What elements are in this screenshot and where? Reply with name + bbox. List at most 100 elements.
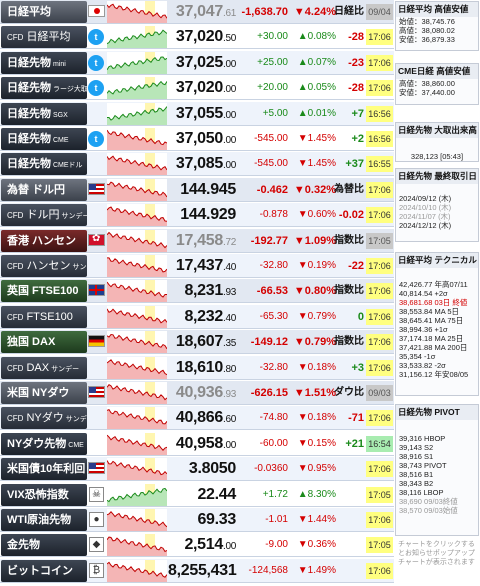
ticker-name-button[interactable]: NYダウ先物 CME (1, 432, 87, 455)
ticker-name-button[interactable]: CFD FTSE100 (1, 305, 87, 328)
ticker-name-button[interactable]: 日経先物 SGX (1, 102, 87, 125)
ticker-name-button[interactable]: VIX恐怖指数 (1, 483, 87, 506)
ticker-row[interactable]: 日経先物 mini t 37,025.00 +25.00 ▲0.07% -23 17:06 (0, 50, 394, 75)
ticker-label: 日経先物 (7, 158, 51, 171)
sparkline-chart[interactable] (107, 128, 167, 150)
cme-high: 高値：38,860.00 (399, 79, 455, 88)
sparkline-chart[interactable] (107, 26, 167, 49)
sparkline-chart[interactable] (107, 280, 167, 303)
sparkline-chart[interactable] (107, 77, 167, 100)
ticker-name-button[interactable]: 金先物 (1, 534, 87, 557)
sparkline-chart[interactable] (107, 51, 167, 74)
ticker-row[interactable]: CFD DAX サンデー 18,610.80 -32.80 ▼0.18% +3 17:06 (0, 355, 394, 380)
update-time: 09/03 (366, 385, 393, 401)
vix-icon: ☠ (89, 486, 104, 502)
sparkline-chart[interactable] (107, 255, 167, 277)
sparkline-chart[interactable] (107, 204, 167, 227)
sparkline-chart[interactable] (107, 534, 167, 557)
ticker-name-button[interactable]: 日経平均 (1, 1, 87, 23)
ticker-name-button[interactable]: CFDNYダウサンデー (1, 407, 87, 430)
price-main: 40,866 (175, 409, 223, 427)
price-decimal: .80 (222, 363, 236, 375)
ticker-suffix: ラージ大取 (53, 86, 87, 94)
ticker-label: 日経先物 (7, 133, 51, 145)
ticker-row[interactable]: CFD 日経平均 t 37,020.50 +30.00 ▲0.08% -28 17:06 (0, 25, 394, 50)
twitter-icon[interactable]: t (88, 54, 104, 71)
ticker-name-button[interactable]: WTI原油先物 (1, 509, 87, 531)
ticker-name-button[interactable]: 香港 ハンセン (1, 229, 87, 252)
ticker-name-button[interactable]: 日経先物 ラージ大取 (1, 77, 87, 100)
change-value: -0.462 (256, 183, 288, 196)
twitter-icon[interactable]: t (88, 131, 104, 147)
pivot-line: 39,143 S2 (399, 443, 434, 452)
oil-drop-icon: ● (89, 512, 104, 527)
twitter-icon[interactable]: t (88, 29, 104, 46)
sparkline-chart[interactable] (107, 178, 167, 201)
ticker-row[interactable]: 英国 FTSE100 8,231.93 -66.53 ▼0.80% 指数比 17:06 (0, 279, 394, 304)
sparkline-chart[interactable] (107, 509, 167, 531)
ticker-row[interactable]: 為替 ドル円 144.945 -0.462 ▼0.32% 為替比 17:06 (0, 177, 394, 202)
price-value: 17,437.40 (168, 256, 236, 278)
ticker-row[interactable]: 米国 NYダウ 40,936.93 -626.15 ▼1.51% ダウ比 09/03 (0, 381, 394, 405)
change-percent: ▼0.18% (297, 361, 336, 373)
sparkline-chart[interactable] (107, 382, 167, 404)
ticker-row[interactable]: 日経先物 CME t 37,050.00 -545.00 ▼1.45% +2 16:56 (0, 127, 394, 151)
ticker-suffix: SGX (53, 111, 68, 119)
sparkline-chart[interactable] (107, 356, 167, 379)
pivot-line: 39,316 HBOP (399, 434, 446, 443)
spread-value: -0.02 (338, 209, 364, 222)
ticker-row[interactable]: 日経平均 37,047.61 -1,638.70 ▼4.24% 日経比 09/04 (0, 0, 394, 24)
ticker-row[interactable]: ビットコイン ₿ 8,255,431 -124,568 ▼1.49% 17:06 (0, 558, 394, 583)
ticker-label: 米国債10年利回り (7, 463, 87, 476)
ticker-row[interactable]: CFD FTSE100 8,232.40 -65.30 ▼0.79% 0 17:06 (0, 304, 394, 329)
ticker-name-button[interactable]: 独国 DAX (1, 331, 87, 354)
sparkline-chart[interactable] (107, 458, 167, 481)
spread-value: -22 (348, 260, 364, 272)
ticker-name-button[interactable]: CFD DAX サンデー (1, 356, 87, 379)
ticker-name-button[interactable]: CFDハンセンサンデー (1, 255, 87, 277)
ticker-name-button[interactable]: 日経先物 CMEドル (1, 153, 87, 176)
sparkline-chart[interactable] (107, 331, 167, 354)
ticker-row[interactable]: WTI原油先物 ● 69.33 -1.01 ▼1.44% 17:06 (0, 508, 394, 532)
ticker-row[interactable]: 独国 DAX 18,607.35 -149.12 ▼0.79% 指数比 17:06 (0, 330, 394, 355)
ticker-name-button[interactable]: 為替 ドル円 (1, 178, 87, 201)
price-value: 3.8050 (168, 459, 236, 479)
sparkline-chart[interactable] (107, 559, 167, 582)
ticker-name-button[interactable]: ビットコイン (1, 559, 87, 582)
ticker-name-button[interactable]: 米国債10年利回り (1, 458, 87, 481)
price-decimal: .50 (222, 33, 236, 45)
ticker-row[interactable]: CFD ドル円 サンデー 144.929 -0.878 ▼0.60% -0.02 17:06 (0, 203, 394, 228)
price-decimal: .00 (222, 135, 236, 146)
sparkline-chart[interactable] (107, 432, 167, 455)
twitter-icon[interactable]: t (88, 80, 104, 97)
ticker-name-button[interactable]: 日経先物 mini (1, 51, 87, 74)
price-main: 8,231 (184, 282, 223, 300)
ticker-row[interactable]: 日経先物 ラージ大取 t 37,020.00 +20.00 ▲0.05% -28 17:06 (0, 76, 394, 101)
ticker-name-button[interactable]: 米国 NYダウ (1, 382, 87, 404)
sparkline-chart[interactable] (107, 483, 167, 506)
ticker-row[interactable]: 金先物 ◆ 2,514.00 -9.00 ▼0.36% 17:05 (0, 533, 394, 558)
ticker-row[interactable]: 米国債10年利回り 3.8050 -0.0360 ▼0.95% 17:06 (0, 457, 394, 482)
ticker-label: 日経先物 (7, 82, 51, 95)
ticker-name-button[interactable]: 日経先物 CME (1, 128, 87, 150)
ticker-name-button[interactable]: CFD 日経平均 (1, 26, 87, 49)
ticker-row[interactable]: 日経先物 CMEドル 37,085.00 -545.00 ▼1.45% +37 16:55 (0, 152, 394, 177)
price-main: 18,610 (175, 358, 223, 376)
ticker-label: 英国 FTSE100 (7, 285, 79, 298)
ticker-row[interactable]: NYダウ先物 CME 40,958.00 -60.00 ▼0.15% +21 16:54 (0, 431, 394, 456)
ticker-name-button[interactable]: CFD ドル円 サンデー (1, 204, 87, 227)
sparkline-chart[interactable] (107, 229, 167, 252)
sparkline-chart[interactable] (107, 153, 167, 176)
ticker-row[interactable]: VIX恐怖指数 ☠ 22.44 +1.72 ▲8.30% 17:05 (0, 482, 394, 507)
price-main: 144.945 (180, 180, 236, 198)
sparkline-chart[interactable] (107, 305, 167, 328)
change-value: -0.0360 (254, 463, 288, 475)
sparkline-chart[interactable] (107, 102, 167, 125)
ticker-name-button[interactable]: 英国 FTSE100 (1, 280, 87, 303)
sparkline-chart[interactable] (107, 1, 167, 23)
ticker-row[interactable]: 日経先物 SGX 37,055.00 +5.00 ▲0.01% +7 16:56 (0, 101, 394, 126)
sparkline-chart[interactable] (107, 407, 167, 430)
